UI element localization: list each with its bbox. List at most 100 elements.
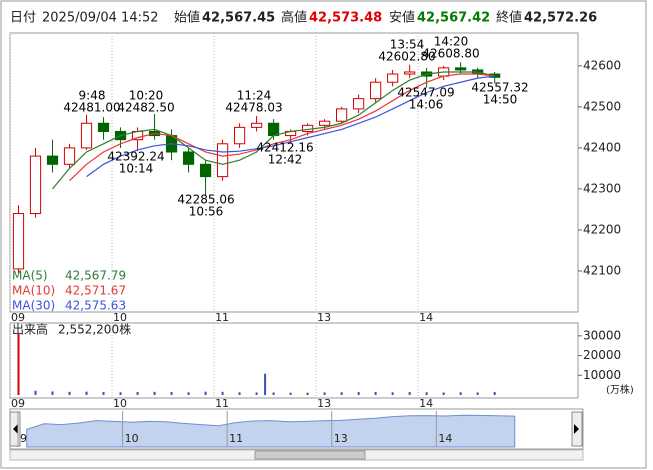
x-tick-label: 13: [317, 397, 331, 410]
volume-bar: [153, 391, 156, 395]
nav-tick-label: 11: [229, 432, 243, 445]
open-label: 始値: [174, 10, 200, 26]
x-tick-label: 11: [215, 311, 229, 324]
volume-bar: [272, 392, 275, 395]
legend-name: MA(5): [12, 269, 48, 283]
candle-body: [63, 147, 76, 165]
annotation-price: 42547.09: [397, 86, 454, 100]
y-tick-label: 42600: [583, 58, 621, 72]
candle-body: [404, 71, 416, 75]
legend-name: MA(30): [12, 299, 55, 313]
volume-bar: [17, 333, 20, 395]
annotation-price: 42285.06: [177, 193, 234, 207]
close-value: 42,572.26: [524, 11, 597, 26]
volume-bar: [119, 392, 122, 395]
legend-value: 42,575.63: [65, 299, 126, 313]
nav-tick-label: 14: [438, 432, 452, 445]
annotation-time: 10:20: [129, 89, 164, 103]
candle-body: [80, 122, 93, 149]
close-label: 終値: [496, 10, 522, 26]
volume-frame: [9, 322, 579, 399]
volume-bar: [391, 392, 394, 395]
volume-bar: [425, 392, 428, 395]
candle-body: [370, 81, 382, 100]
candle-body: [182, 151, 195, 165]
volume-bar: [442, 392, 445, 395]
volume-bar: [238, 392, 241, 395]
volume-label: 出来高: [12, 322, 48, 337]
y-tick-label: 20000: [583, 348, 621, 362]
arrow-right: [574, 424, 579, 434]
volume-bar: [68, 391, 71, 395]
volume-bar: [493, 392, 496, 395]
x-tick-label: 14: [419, 397, 433, 410]
scroll-thumb[interactable]: [254, 450, 366, 460]
open-value: 42,567.45: [202, 11, 275, 26]
candle-body: [353, 98, 365, 110]
candle-body: [336, 108, 348, 122]
annotation-price: 42482.50: [117, 101, 174, 115]
y-tick-label: 42500: [583, 99, 621, 113]
volume-bar: [102, 392, 105, 395]
candle-body: [199, 163, 212, 178]
ma-line: [69, 73, 495, 182]
x-tick-label: 10: [113, 311, 127, 324]
volume-bar: [476, 392, 479, 395]
volume-total: 2,552,200株: [58, 322, 131, 337]
candle-body: [216, 143, 229, 178]
annotation-price: 42478.03: [225, 101, 282, 115]
candle-body: [233, 126, 246, 145]
candle-body: [267, 122, 280, 137]
navigator-area: [26, 414, 516, 448]
x-tick-label: 11: [215, 397, 229, 410]
volume-bar: [34, 390, 37, 395]
y-tick-label: 30000: [583, 328, 621, 342]
high-value: 42,573.48: [309, 11, 382, 26]
annotation-price: 42602.80: [378, 50, 435, 64]
nav-tick-label: 9: [20, 432, 27, 445]
annotation-time: 10:14: [119, 162, 154, 176]
candle-body: [250, 122, 263, 128]
y-tick-label: 10000: [583, 368, 621, 382]
annotation-time: 14:50: [483, 93, 518, 107]
legend-name: MA(10): [12, 284, 55, 298]
annotation-time: 10:56: [189, 205, 224, 219]
annotation-time: 13:54: [390, 38, 425, 52]
annotation-time: 9:48: [79, 89, 106, 103]
annotation-price: 42608.80: [422, 47, 479, 61]
annotation-time: 11:24: [237, 89, 272, 103]
x-tick-label: 13: [317, 311, 331, 324]
low-label: 安値: [389, 10, 415, 26]
nav-tick-label: 13: [334, 432, 348, 445]
volume-unit: (万株): [606, 383, 634, 396]
annotation-time: 14:20: [434, 35, 469, 49]
y-tick-label: 42300: [583, 181, 621, 195]
candle-body: [97, 122, 110, 132]
volume-bar: [306, 392, 309, 395]
arrow-left: [13, 424, 18, 434]
volume-bar: [408, 392, 411, 395]
y-tick-label: 42400: [583, 140, 621, 154]
volume-bar: [51, 391, 54, 395]
candle-body: [455, 67, 467, 71]
volume-bar: [255, 392, 258, 395]
x-tick-label: 10: [113, 397, 127, 410]
volume-bar: [374, 392, 377, 395]
volume-bar: [85, 391, 88, 395]
y-tick-label: 42100: [583, 263, 621, 277]
low-value: 42,567.42: [417, 11, 490, 26]
volume-bar: [136, 392, 139, 395]
candle-body: [29, 155, 42, 215]
nav-tick-label: 10: [125, 432, 139, 445]
volume-bar: [170, 392, 173, 395]
annotation-price: 42392.24: [107, 150, 164, 164]
ma-line: [86, 75, 495, 178]
volume-bar: [459, 392, 462, 395]
annotation-time: 12:42: [268, 153, 303, 167]
date-label: 日付: [10, 11, 36, 26]
volume-bar: [204, 391, 207, 395]
volume-bar: [289, 392, 292, 395]
volume-bar: [264, 373, 267, 395]
